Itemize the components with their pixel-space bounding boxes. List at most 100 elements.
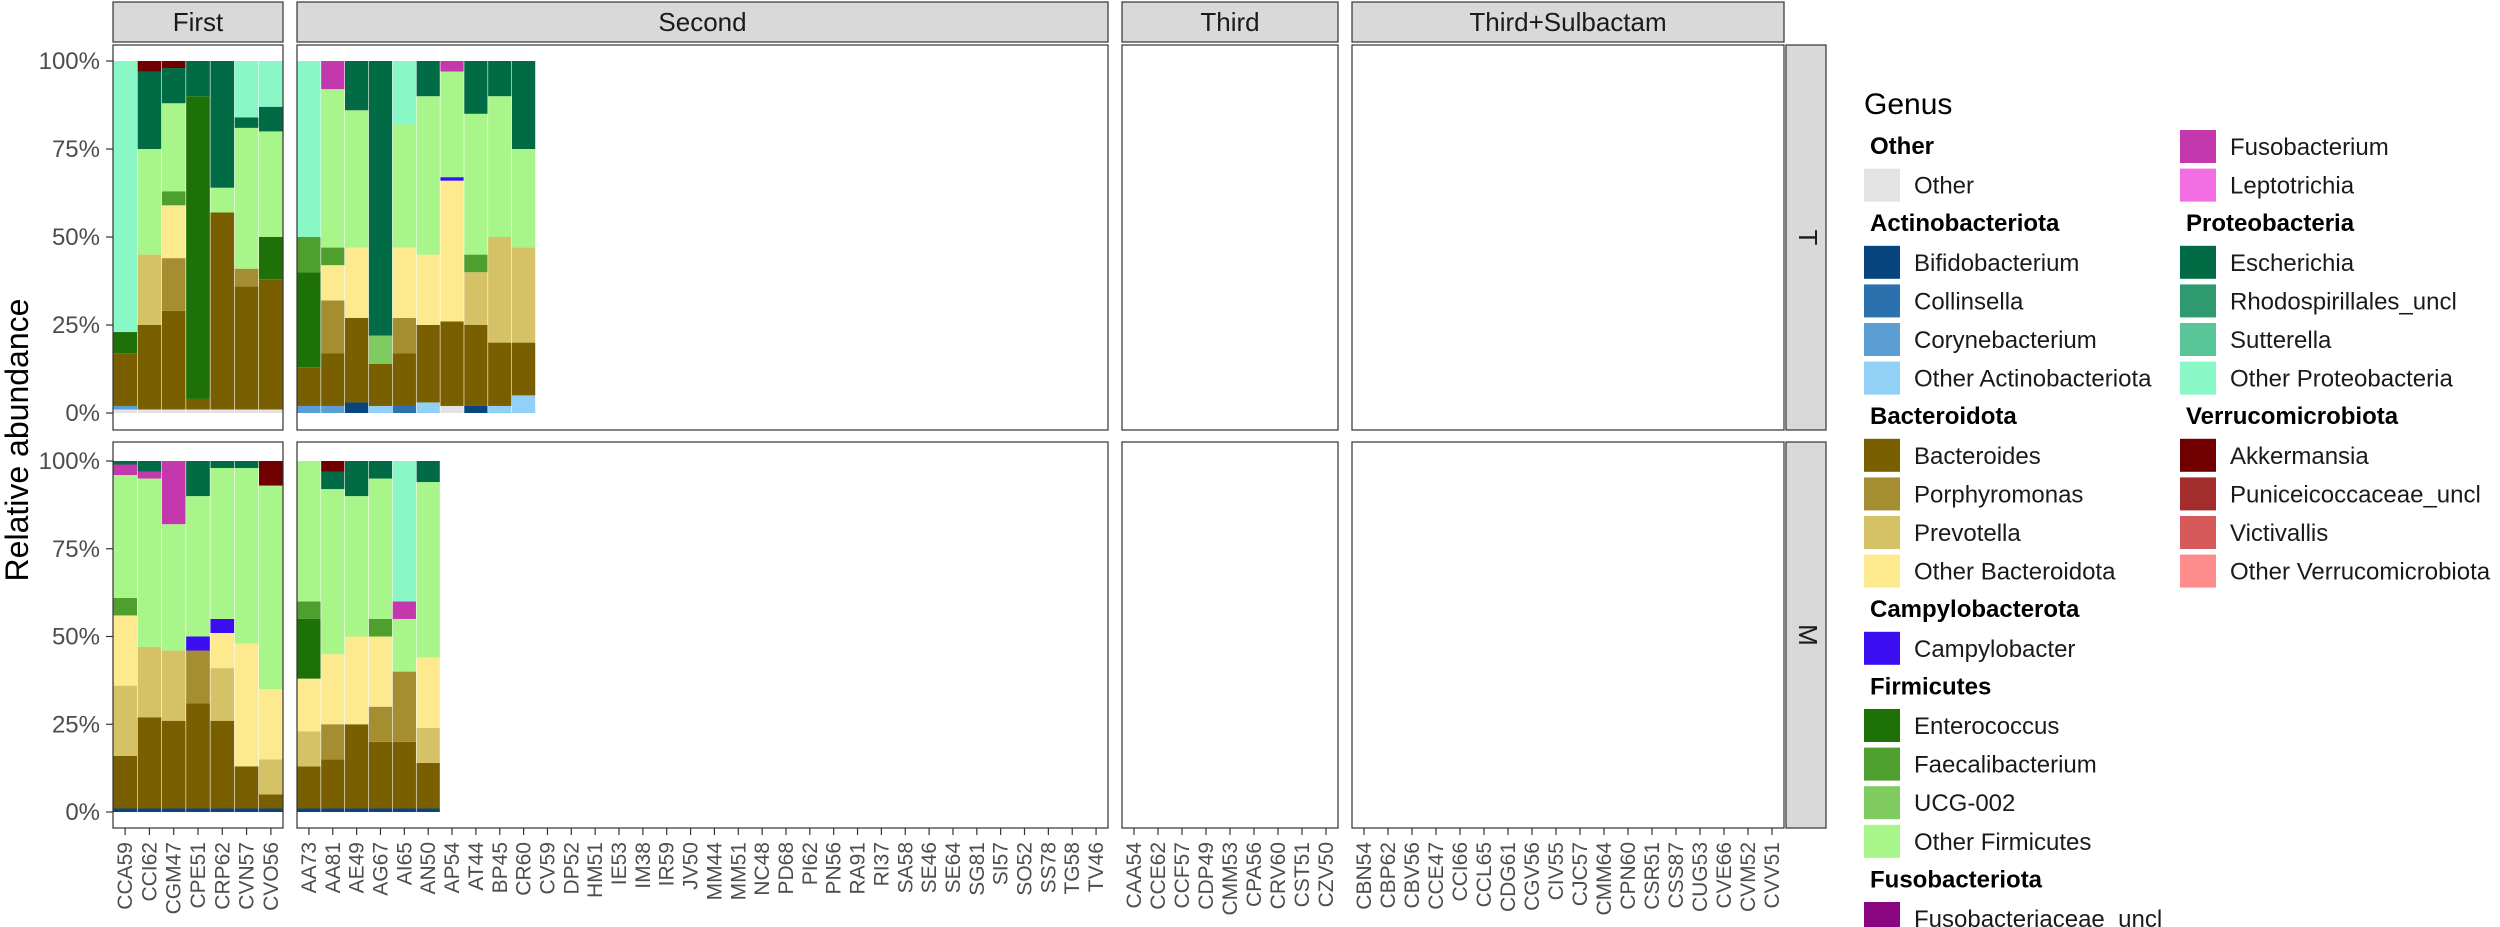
x-tick-label: AP54: [441, 842, 464, 894]
bar-segment: [416, 657, 440, 728]
strip-row-label: T: [1793, 230, 1823, 246]
legend-item-label: Rhodospirillales_uncl: [2230, 288, 2457, 315]
strip-label: Third: [1200, 7, 1259, 37]
bar-segment: [297, 61, 321, 237]
bar-segment: [345, 724, 369, 809]
bar-segment: [440, 61, 464, 72]
bar-segment: [368, 808, 393, 812]
bar-segment: [392, 317, 416, 354]
bar-segment: [416, 96, 440, 255]
y-tick-label: 100%: [39, 448, 100, 475]
x-tick-label: SE64: [942, 842, 965, 894]
x-tick-label: CVN57: [236, 842, 259, 910]
legend-swatch: [1864, 709, 1900, 742]
bar-segment: [234, 461, 259, 469]
bar-segment: [440, 180, 464, 322]
bar-segment: [186, 650, 210, 704]
x-tick-label: MM44: [703, 842, 726, 901]
x-tick-label: AI65: [393, 842, 416, 885]
x-tick-label: NC48: [751, 842, 774, 896]
y-axis-title: Relative abundance: [0, 299, 35, 582]
x-tick-label: AT44: [465, 842, 488, 891]
bar-segment: [210, 461, 235, 469]
legend-swatch: [1864, 902, 1900, 927]
strip-row-M: [1785, 441, 1827, 829]
bar-segment: [113, 685, 137, 756]
legend-item-label: Collinsella: [1914, 288, 2024, 315]
bar-segment: [368, 405, 393, 413]
bar-segment: [368, 61, 393, 336]
bar-segment: [234, 643, 259, 767]
legend-swatch: [2180, 361, 2216, 395]
x-tick-label: CVM52: [1737, 842, 1760, 912]
bar-segment: [321, 724, 345, 760]
x-tick-label: CMM64: [1593, 842, 1616, 916]
legend-item-label: Puniceicoccaceae_uncl: [2230, 481, 2481, 508]
bar-segment: [161, 650, 186, 721]
x-tick-label: CJC57: [1569, 842, 1592, 906]
bar-segment: [234, 268, 259, 287]
bar-segment: [259, 689, 283, 760]
bar-segment: [234, 286, 259, 410]
bar-segment: [234, 468, 259, 644]
legend-group-heading: Bacteroidota: [1870, 403, 2017, 430]
panel-T-third-sulbactam: [1351, 44, 1785, 431]
x-tick-label: SI57: [990, 842, 1013, 885]
x-tick-label: CZV50: [1315, 842, 1338, 907]
bar-segment: [511, 61, 536, 149]
bar-segment: [416, 61, 440, 97]
legend-swatch: [2180, 284, 2216, 318]
legend-item-label: Akkermansia: [2230, 443, 2369, 470]
x-tick-label: HM51: [584, 842, 607, 898]
bar-segment: [234, 127, 259, 269]
bar-segment: [416, 325, 440, 403]
legend-item-label: Fusobacterium: [2230, 134, 2389, 161]
x-tick-label: MM51: [727, 842, 750, 900]
bar-segment: [321, 759, 345, 809]
bar-segment: [392, 601, 416, 619]
bar-segment: [321, 353, 345, 406]
bar-segment: [345, 402, 369, 413]
bar-segment: [186, 61, 210, 97]
strip-third: [1121, 1, 1339, 43]
legend-group-heading: Fusobacteriota: [1870, 866, 2043, 893]
x-tick-label: CAA54: [1123, 842, 1146, 909]
x-tick-label: CPN60: [1617, 842, 1640, 910]
bar-segment: [161, 808, 186, 812]
legend-swatch: [2180, 130, 2216, 163]
x-tick-label: CVO56: [260, 842, 283, 911]
legend-item-label: Corynebacterium: [1914, 327, 2097, 354]
legend-item-label: Porphyromonas: [1914, 481, 2083, 508]
x-tick-label: CCF57: [1171, 842, 1194, 909]
y-tick-label: 0%: [65, 799, 100, 826]
bar-segment: [392, 61, 416, 125]
x-tick-label: SG81: [966, 842, 989, 896]
x-tick-label: CBP62: [1377, 842, 1400, 909]
legend-swatch: [1864, 438, 1900, 472]
legend-group-heading: Campylobacterota: [1870, 596, 2080, 623]
bar-segment: [345, 110, 369, 248]
bar-segment: [368, 706, 393, 742]
bar-segment: [137, 409, 162, 413]
legend-item-label: Faecalibacterium: [1914, 752, 2097, 779]
x-tick-label: SO52: [1014, 842, 1037, 896]
legend-item-label: Other Actinobacteriota: [1914, 366, 2152, 393]
bar-segment: [161, 461, 186, 525]
legend-swatch: [1864, 554, 1900, 588]
x-tick-label: RA91: [847, 842, 870, 895]
bar-segment: [416, 402, 440, 413]
bar-segment: [368, 618, 393, 637]
bar-segment: [137, 149, 162, 255]
bar-segment: [210, 618, 235, 633]
x-tick-label: CIV55: [1545, 842, 1568, 900]
x-tick-label: CGM47: [163, 842, 186, 914]
bar-segment: [259, 131, 283, 237]
bar-segment: [161, 409, 186, 413]
bar-segment: [321, 471, 345, 490]
bar-segment: [511, 149, 536, 248]
bar-segment: [440, 177, 464, 181]
bar-segment: [488, 96, 512, 237]
bar-segment: [392, 353, 416, 406]
bar-segment: [137, 647, 162, 718]
legend-item-label: Other Proteobacteria: [2230, 366, 2453, 393]
